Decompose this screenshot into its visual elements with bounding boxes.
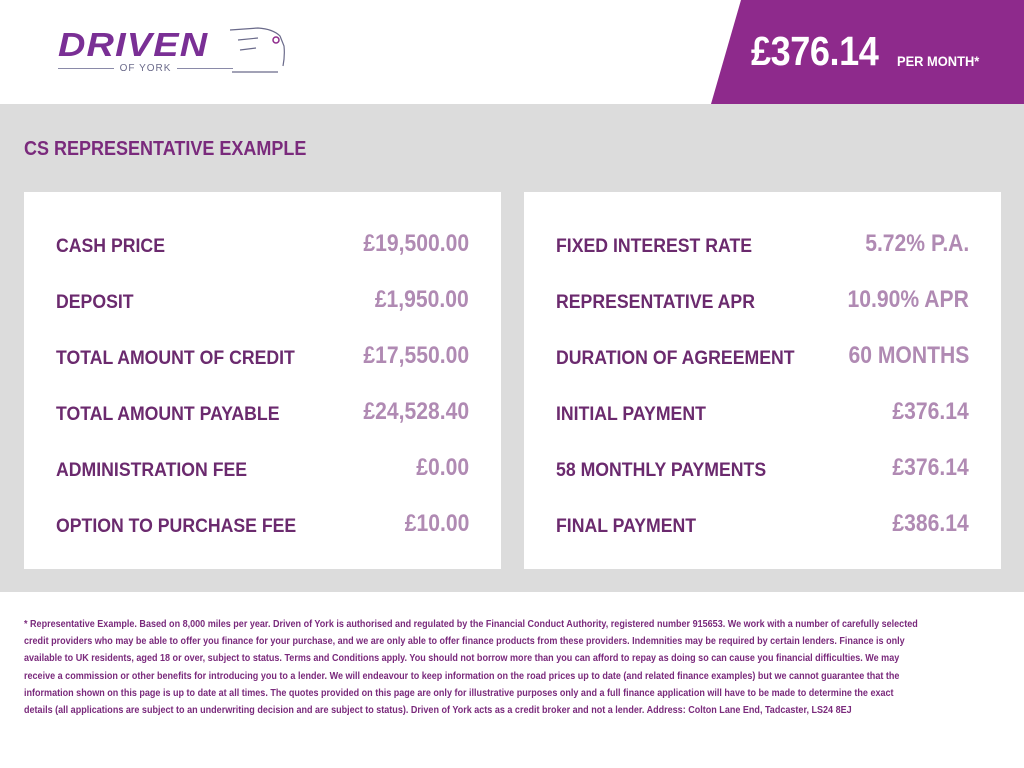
logo-text: DRIVEN xyxy=(58,26,209,63)
finance-row: 58 MONTHLY PAYMENTS £376.14 xyxy=(556,454,969,481)
finance-row: DURATION OF AGREEMENT 60 MONTHS xyxy=(556,342,969,369)
finance-panel-right: FIXED INTEREST RATE 5.72% P.A. REPRESENTA… xyxy=(524,192,1001,569)
section-title: CS REPRESENTATIVE EXAMPLE xyxy=(24,138,307,160)
logo[interactable]: DRIVEN OF YORK xyxy=(58,26,290,82)
disclaimer: * Representative Example. Based on 8,000… xyxy=(24,618,918,717)
finance-row: FINAL PAYMENT £386.14 xyxy=(556,510,969,537)
finance-row: OPTION TO PURCHASE FEE £10.00 xyxy=(56,510,469,537)
finance-row: FIXED INTEREST RATE 5.72% P.A. xyxy=(556,230,969,257)
finance-row: CASH PRICE £19,500.00 xyxy=(56,230,469,257)
finance-row: TOTAL AMOUNT OF CREDIT £17,550.00 xyxy=(56,342,469,369)
finance-row: INITIAL PAYMENT £376.14 xyxy=(556,398,969,425)
per-month-label: PER MONTH* xyxy=(897,53,980,69)
logo-subtitle: OF YORK xyxy=(58,63,234,74)
car-outline-icon xyxy=(229,27,285,73)
finance-section: CS REPRESENTATIVE EXAMPLE CASH PRICE £19,… xyxy=(0,104,1024,592)
finance-row: TOTAL AMOUNT PAYABLE £24,528.40 xyxy=(56,398,469,425)
finance-panel-left: CASH PRICE £19,500.00 DEPOSIT £1,950.00 TO… xyxy=(24,192,501,569)
header: DRIVEN OF YORK £376.14 PER MONTH* xyxy=(0,0,1024,104)
monthly-price: £376.14 xyxy=(751,28,879,74)
finance-row: REPRESENTATIVE APR 10.90% APR xyxy=(556,286,969,313)
monthly-price-badge: £376.14 PER MONTH* xyxy=(711,0,1024,104)
finance-row: ADMINISTRATION FEE £0.00 xyxy=(56,454,469,481)
finance-row: DEPOSIT £1,950.00 xyxy=(56,286,469,313)
